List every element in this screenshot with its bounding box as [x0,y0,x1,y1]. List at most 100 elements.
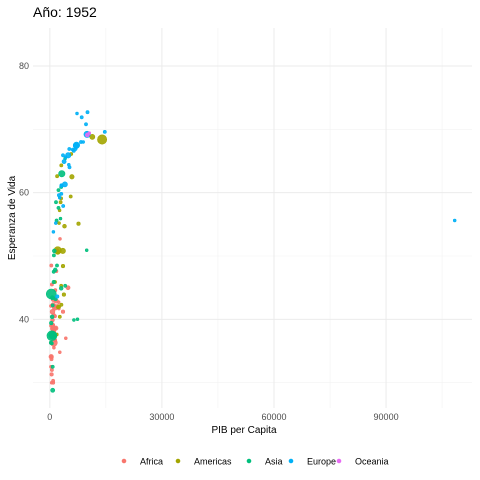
point-americas [58,200,63,205]
point-europe [79,115,84,120]
point-europe [452,218,457,223]
point-europe [71,148,76,153]
point-oceania [87,131,92,135]
legend-key-africa [121,458,127,464]
data-points [45,110,457,393]
point-asia [75,317,80,322]
y-tick-label: 60 [19,188,29,198]
point-europe [51,230,56,234]
point-americas [57,314,62,319]
point-africa [52,346,56,350]
x-tick-label: 30000 [149,412,174,422]
legend: Africa Americas Asia Europe Oceania [121,457,389,467]
point-asia [58,216,63,221]
point-africa [51,326,55,331]
point-europe [67,163,71,167]
grid [33,28,472,408]
point-africa [58,350,62,355]
point-asia [52,267,58,273]
point-americas [76,221,81,226]
point-africa [60,309,66,314]
point-europe [102,129,107,134]
point-europe [55,294,60,299]
point-asia [55,263,59,268]
legend-key-europe [288,458,294,464]
y-tick-labels: 40 60 80 [19,61,29,324]
point-americas [59,302,64,307]
x-tick-label: 0 [47,412,52,422]
point-asia [49,321,54,326]
point-americas [59,247,66,254]
legend-label-oceania: Oceania [355,457,389,467]
chart-title: Año: 1952 [33,4,97,20]
point-europe [61,159,67,164]
point-asia [84,248,89,253]
point-europe [61,204,66,208]
point-americas [56,305,60,310]
legend-key-americas [175,458,181,464]
point-europe [61,153,65,158]
point-asia [53,332,57,337]
point-asia [50,295,55,301]
point-europe [59,183,64,188]
point-asia [49,314,55,320]
point-africa [64,336,68,341]
point-asia [52,253,56,258]
point-americas [57,221,61,225]
point-americas [69,174,75,180]
point-europe [67,147,72,151]
point-africa [50,368,54,372]
point-americas [68,194,73,199]
point-americas [97,134,108,145]
point-americas [59,163,64,168]
point-europe [75,111,79,116]
x-tick-labels: 0 30000 60000 90000 [47,412,398,422]
y-tick-label: 40 [19,314,29,324]
point-asia [58,286,64,291]
point-europe [57,195,62,200]
point-asia [51,279,56,285]
point-africa [49,309,56,315]
point-asia [72,318,76,322]
legend-label-americas: Americas [194,457,232,467]
point-europe [54,221,58,225]
point-africa [49,357,54,362]
point-americas [60,264,66,269]
x-axis-title: PIB per Capita [211,425,276,436]
point-asia [49,341,54,346]
point-europe [84,122,88,127]
point-africa [58,237,62,241]
point-europe [73,141,81,149]
x-tick-label: 60000 [261,412,286,422]
point-asia [50,303,55,308]
legend-label-asia: Asia [265,457,283,467]
point-europe [59,191,64,196]
point-africa [49,372,54,377]
point-europe [85,110,90,115]
legend-label-europe: Europe [307,457,336,467]
point-africa [49,263,54,268]
point-europe [63,155,68,159]
point-asia [54,200,58,205]
point-asia [50,387,56,393]
point-europe [81,140,85,144]
legend-key-asia [246,458,252,464]
point-asia [50,364,55,369]
legend-label-africa: Africa [140,457,163,467]
point-americas [61,292,66,297]
point-asia [63,283,68,288]
x-tick-label: 90000 [374,412,399,422]
point-asia [56,205,61,210]
y-axis-title: Esperanza de Vida [7,175,18,260]
point-asia [58,170,66,178]
point-asia [56,188,61,193]
y-tick-label: 80 [19,61,29,71]
point-asia [52,248,57,254]
point-africa [65,285,71,291]
legend-key-oceania [336,458,342,464]
point-americas [62,223,67,229]
point-americas [89,134,96,140]
point-africa [51,378,56,383]
point-americas [55,174,60,179]
